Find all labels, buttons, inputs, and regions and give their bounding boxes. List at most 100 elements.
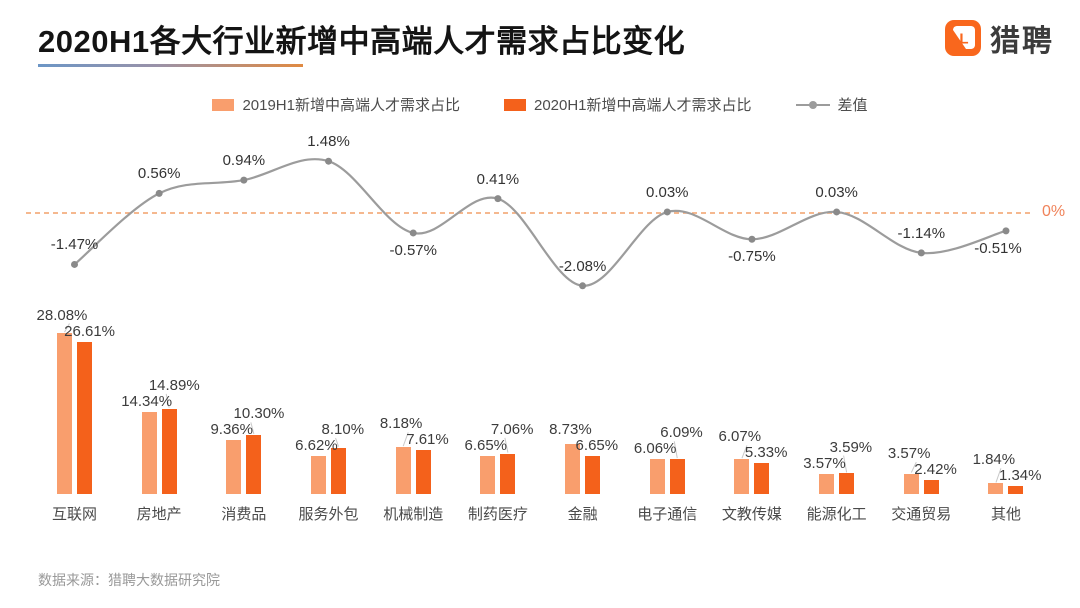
bar-2020h1 (500, 453, 516, 494)
bar-value-2020h1: 6.09% (660, 424, 703, 442)
diff-value-label: -0.75% (728, 248, 776, 266)
category-label: 服务外包 (298, 506, 359, 523)
category-label: 其他 (990, 506, 1021, 523)
bar-2019h1 (649, 459, 665, 494)
legend-label-2019h1: 2019H1新增中高端人才需求占比 (242, 97, 460, 114)
diff-value-label: -2.08% (558, 257, 607, 275)
legend-swatch-2020h1 (503, 98, 526, 111)
zero-line-label: 0% (1042, 203, 1066, 220)
bar-value-2020h1: 10.30% (233, 405, 285, 423)
liepin-logo-icon: L (945, 20, 981, 56)
bar-value-2019h1: 6.06% (633, 440, 677, 458)
bar-value-2019h1: 8.73% (549, 420, 592, 438)
bar-value-2020h1: 1.34% (998, 467, 1042, 485)
category-label: 互联网 (51, 506, 97, 523)
category-label: 金融 (567, 506, 598, 523)
diff-value-label: -1.14% (897, 224, 946, 242)
bar-value-2020h1: 26.61% (64, 322, 116, 340)
category-label: 机械制造 (383, 506, 444, 523)
diff-value-label: 0.56% (137, 165, 181, 183)
title-underline (38, 64, 303, 67)
bar-value-2019h1: 6.65% (464, 436, 508, 454)
chart-legend: 2019H1新增中高端人才需求占比 2020H1新增中高端人才需求占比 差值 (0, 94, 1080, 115)
diff-point-marker (240, 176, 248, 184)
bar-value-2019h1: 1.84% (972, 451, 1016, 469)
bar-2020h1 (585, 455, 601, 494)
bar-value-2020h1: 7.06% (490, 420, 534, 438)
bar-2019h1 (734, 459, 750, 494)
diff-value-label: 1.48% (307, 133, 350, 151)
bar-value-2019h1: 28.08% (36, 306, 88, 324)
legend-item-diff: 差值 (795, 94, 868, 115)
bar-2020h1 (754, 463, 770, 494)
bar-value-2019h1: 8.18% (379, 415, 423, 433)
diff-point-marker (579, 282, 587, 290)
category-label: 制药医疗 (467, 506, 528, 523)
legend-line-marker-icon (795, 100, 830, 109)
diff-point-marker (917, 249, 925, 257)
diff-value-label: 0.41% (476, 170, 520, 188)
bar-value-2019h1: 9.36% (210, 421, 254, 439)
legend-item-2020h1: 2020H1新增中高端人才需求占比 (503, 94, 752, 115)
svg-text:L: L (959, 31, 968, 48)
legend-dot-icon (808, 100, 817, 109)
legend-swatch-2019h1 (212, 98, 235, 111)
bar-2019h1 (988, 483, 1004, 494)
bar-2020h1 (1008, 486, 1024, 494)
bar-2019h1 (141, 411, 157, 494)
brand-logo: L 猎聘 (944, 16, 1054, 60)
bar-2019h1 (57, 333, 72, 494)
bar-value-2020h1: 2.42% (914, 461, 957, 479)
bar-2020h1 (246, 434, 262, 494)
diff-point-marker (325, 157, 333, 165)
diff-value-label: 0.03% (815, 183, 858, 201)
legend-label-2020h1: 2020H1新增中高端人才需求占比 (533, 97, 752, 114)
page-title: 2020H1各大行业新增中高端人才需求占比变化 (38, 24, 686, 59)
bar-value-2020h1: 6.65% (575, 436, 619, 454)
brand-logo-text: 猎聘 (990, 25, 1054, 58)
legend-item-2019h1: 2019H1新增中高端人才需求占比 (212, 94, 460, 115)
legend-label-diff: 差值 (837, 97, 868, 114)
diff-point-marker (663, 208, 671, 216)
category-label: 房地产 (136, 506, 182, 523)
bar-value-2019h1: 14.34% (121, 392, 173, 410)
data-source-note: 数据来源：猎聘大数据研究院 (38, 572, 220, 588)
bar-2020h1 (839, 473, 855, 494)
bar-2019h1 (311, 456, 327, 494)
bar-value-2019h1: 3.57% (887, 445, 931, 463)
bar-2019h1 (903, 473, 919, 494)
bar-value-2019h1: 3.57% (803, 454, 846, 472)
category-label: 消费品 (221, 506, 267, 523)
diff-value-label: -0.51% (974, 239, 1022, 257)
diff-point-marker (409, 229, 417, 237)
bar-2019h1 (480, 455, 496, 494)
diff-line-path (73, 158, 1007, 287)
diff-point-marker (748, 235, 756, 243)
bar-value-2019h1: 6.07% (718, 428, 762, 446)
bar-value-2020h1: 8.10% (321, 421, 365, 439)
diff-point-marker (1002, 227, 1010, 235)
bar-2020h1 (923, 480, 939, 494)
diff-point-marker (494, 195, 502, 203)
bar-2020h1 (415, 450, 431, 494)
category-label: 文教传媒 (721, 506, 782, 523)
bar-2019h1 (395, 447, 411, 494)
diff-value-label: 0.94% (222, 152, 266, 170)
diff-value-label: -1.47% (50, 236, 99, 254)
diff-point-marker (155, 189, 163, 197)
diff-value-label: -0.57% (389, 241, 437, 259)
bar-2020h1 (669, 459, 685, 494)
bar-value-2020h1: 5.33% (744, 444, 788, 462)
bar-2020h1 (331, 447, 347, 494)
diff-point-marker (71, 260, 78, 268)
bar-2019h1 (565, 443, 581, 494)
bar-value-2020h1: 14.89% (148, 376, 200, 394)
diff-point-marker (833, 208, 841, 216)
diff-value-label: 0.03% (645, 183, 689, 201)
bar-value-2019h1: 6.62% (295, 437, 338, 455)
category-label: 交通贸易 (891, 506, 952, 523)
category-label: 能源化工 (806, 506, 867, 523)
category-label: 电子通信 (637, 506, 698, 523)
bar-2019h1 (819, 473, 835, 494)
